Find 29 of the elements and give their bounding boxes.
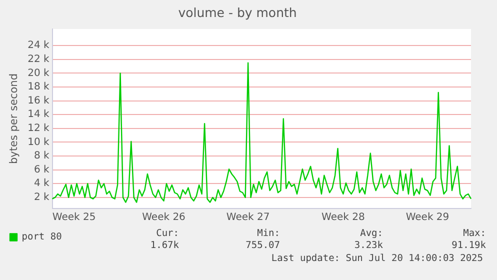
y-tick-label: 18 k	[28, 82, 50, 93]
x-tick-label: Week 29	[406, 212, 450, 224]
text: Last update: Sun Jul 20 14:00:03 2025	[271, 253, 483, 264]
text: Min:	[257, 228, 280, 239]
y-tick-label: 22 k	[28, 54, 50, 65]
text: Cur:	[156, 228, 179, 239]
x-tick-label: Week 28	[322, 212, 365, 224]
y-tick-label: 24 k	[28, 40, 50, 52]
x-tick-label: Week 26	[142, 212, 186, 224]
y-tick-label: 12 k	[28, 123, 50, 134]
y-tick-label: 8 k	[34, 150, 50, 162]
y-tick-label: 14 k	[28, 109, 50, 120]
text: Avg:	[360, 228, 383, 239]
x-tick-label: Week 25	[52, 212, 96, 224]
y-tick-label: 20 k	[28, 68, 50, 79]
y-tick-label: 2 k	[34, 192, 50, 204]
y-axis-title: bytes per second	[8, 74, 20, 164]
x-tick-label: Week 27	[226, 212, 270, 224]
chart-title: volume - by month	[178, 4, 297, 20]
y-tick-label: 10 k	[28, 136, 50, 148]
text: Max:	[463, 228, 486, 239]
legend-label: port 80	[22, 232, 62, 243]
y-tick-label: 6 k	[34, 164, 50, 176]
text: 755.07	[246, 240, 280, 251]
y-tick-label: 16 k	[28, 95, 50, 106]
y-tick-label: 4 k	[34, 178, 50, 190]
text: 1.67k	[150, 240, 179, 251]
text: 91.19k	[452, 240, 486, 251]
text: 3.23k	[354, 240, 383, 251]
